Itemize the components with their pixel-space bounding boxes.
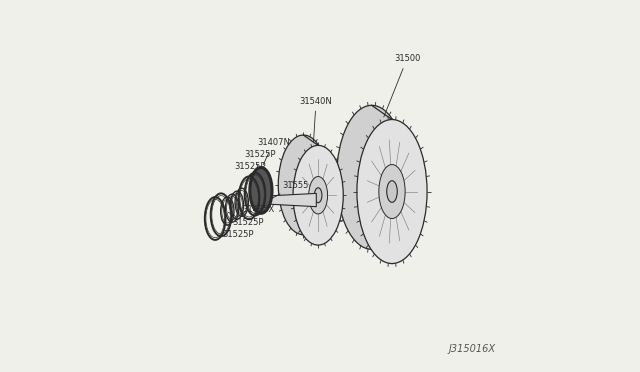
Ellipse shape: [250, 167, 272, 213]
Text: 31435X: 31435X: [235, 204, 275, 215]
Text: 31555: 31555: [271, 181, 308, 199]
Text: 31407N: 31407N: [257, 138, 290, 165]
Ellipse shape: [255, 196, 259, 204]
Text: 31540N: 31540N: [300, 97, 332, 142]
Text: 31525P: 31525P: [244, 150, 276, 170]
Ellipse shape: [357, 119, 427, 263]
Text: 31525P: 31525P: [221, 219, 253, 239]
Text: 31500: 31500: [384, 54, 420, 117]
Ellipse shape: [314, 188, 322, 203]
Text: J315016X: J315016X: [449, 344, 495, 354]
Text: 31525P: 31525P: [228, 212, 264, 227]
Ellipse shape: [308, 177, 328, 214]
Ellipse shape: [278, 135, 328, 235]
Ellipse shape: [293, 145, 343, 245]
Ellipse shape: [379, 164, 405, 218]
Ellipse shape: [337, 105, 407, 249]
Text: 31525P: 31525P: [234, 162, 266, 176]
Polygon shape: [260, 193, 316, 207]
Ellipse shape: [387, 181, 397, 202]
